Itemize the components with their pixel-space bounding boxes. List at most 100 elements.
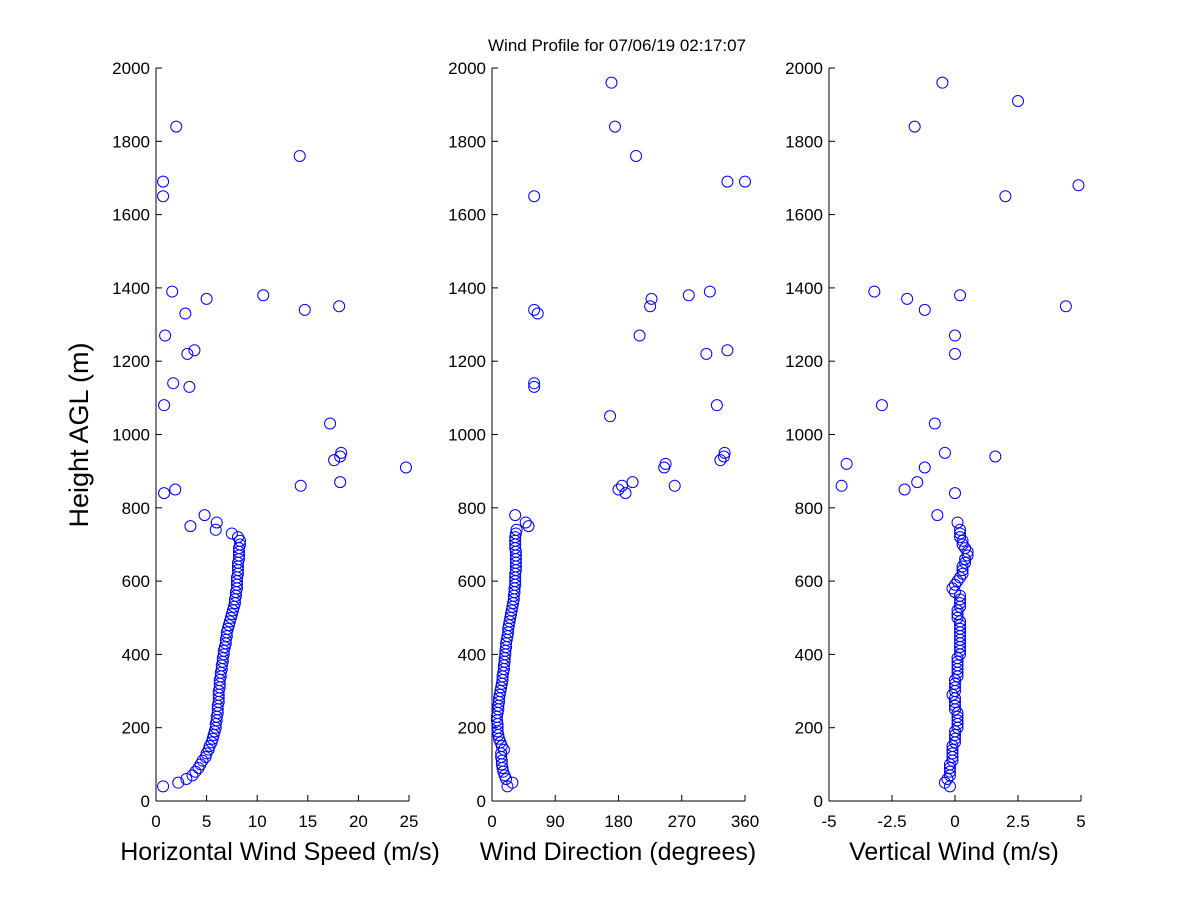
data-point: [1012, 94, 1024, 107]
data-point: [951, 611, 964, 624]
data-point: [946, 740, 959, 753]
data-point: [931, 509, 944, 522]
data-point: [949, 725, 961, 738]
data-point: [257, 289, 270, 302]
y-tick-label: 400: [122, 645, 150, 664]
data-point: [941, 773, 954, 786]
data-point: [633, 329, 646, 342]
data-point: [509, 531, 522, 544]
data-point: [509, 509, 522, 522]
data-point: [946, 747, 959, 760]
data-point: [183, 380, 196, 393]
y-tick-label: 1200: [785, 352, 823, 371]
x-tick-label: 15: [298, 812, 317, 831]
y-tick-label: 600: [458, 572, 486, 591]
data-point: [293, 149, 306, 162]
y-tick-label: 200: [795, 719, 823, 738]
figure-title: Wind Profile for 07/06/19 02:17:07: [488, 36, 746, 55]
y-tick-label: 400: [795, 645, 823, 664]
x-tick-label: 270: [668, 812, 696, 831]
data-point: [172, 776, 185, 789]
x-tick-label: 180: [604, 812, 632, 831]
data-point: [989, 450, 1002, 463]
data-point: [951, 516, 964, 529]
data-point: [951, 604, 964, 617]
data-point: [324, 417, 337, 430]
data-point: [949, 347, 961, 360]
data-point: [519, 516, 532, 529]
data-point: [936, 76, 949, 89]
y-tick-label: 200: [458, 719, 486, 738]
data-point: [943, 762, 956, 775]
data-point: [166, 285, 179, 298]
data-point: [951, 710, 964, 723]
data-point: [497, 743, 510, 756]
x-tick-label: 20: [349, 812, 368, 831]
y-axis-label: Height AGL (m): [64, 342, 94, 527]
data-point: [949, 729, 961, 742]
data-point: [918, 461, 931, 474]
data-point: [949, 681, 961, 694]
y-tick-label: 2000: [785, 59, 823, 78]
data-point: [608, 120, 621, 133]
data-point: [901, 292, 914, 305]
data-point: [721, 175, 734, 188]
x-tick-label: 2.5: [1006, 812, 1030, 831]
data-point: [605, 76, 618, 89]
data-point: [949, 699, 961, 712]
data-point: [644, 300, 657, 313]
x-tick-label: 10: [248, 812, 267, 831]
data-point: [717, 450, 730, 463]
y-tick-label: 1400: [448, 279, 486, 298]
data-point: [949, 732, 961, 745]
y-tick-label: 800: [458, 499, 486, 518]
data-point: [180, 773, 193, 786]
data-point: [875, 399, 888, 412]
data-point: [949, 586, 961, 599]
data-point: [159, 329, 172, 342]
data-point: [739, 175, 751, 188]
data-point: [898, 483, 911, 496]
data-point: [951, 714, 964, 727]
x-tick-label: 0: [151, 812, 160, 831]
data-point: [604, 410, 617, 423]
data-point: [184, 520, 197, 533]
y-tick-label: 600: [122, 572, 150, 591]
data-point: [959, 542, 972, 555]
data-point: [918, 303, 931, 316]
data-point: [938, 446, 951, 459]
data-point: [700, 347, 713, 360]
data-point: [868, 285, 881, 298]
data-point: [630, 149, 643, 162]
y-tick-label: 1400: [785, 279, 823, 298]
data-point: [188, 344, 201, 357]
data-point: [961, 549, 974, 562]
data-point: [710, 399, 723, 412]
x-tick-label: -2.5: [877, 812, 906, 831]
data-point: [946, 743, 959, 756]
y-tick-label: 1200: [112, 352, 150, 371]
y-tick-label: 2000: [448, 59, 486, 78]
data-point: [943, 758, 956, 771]
y-tick-label: 0: [141, 792, 150, 811]
data-point: [840, 457, 853, 470]
data-point: [399, 461, 412, 474]
data-point: [956, 560, 969, 573]
data-point: [954, 597, 967, 610]
data-point: [949, 677, 961, 690]
y-tick-label: 0: [477, 792, 486, 811]
data-point: [522, 520, 535, 533]
x-tick-label: 90: [546, 812, 565, 831]
data-point: [1059, 300, 1072, 313]
data-point: [951, 608, 964, 621]
data-point: [703, 285, 716, 298]
data-point: [181, 347, 194, 360]
data-point: [835, 479, 848, 492]
data-point: [951, 707, 964, 720]
data-point: [956, 538, 969, 551]
data-point: [612, 483, 625, 496]
x-axis-label: Vertical Wind (m/s): [849, 838, 1059, 866]
data-point: [209, 523, 222, 536]
